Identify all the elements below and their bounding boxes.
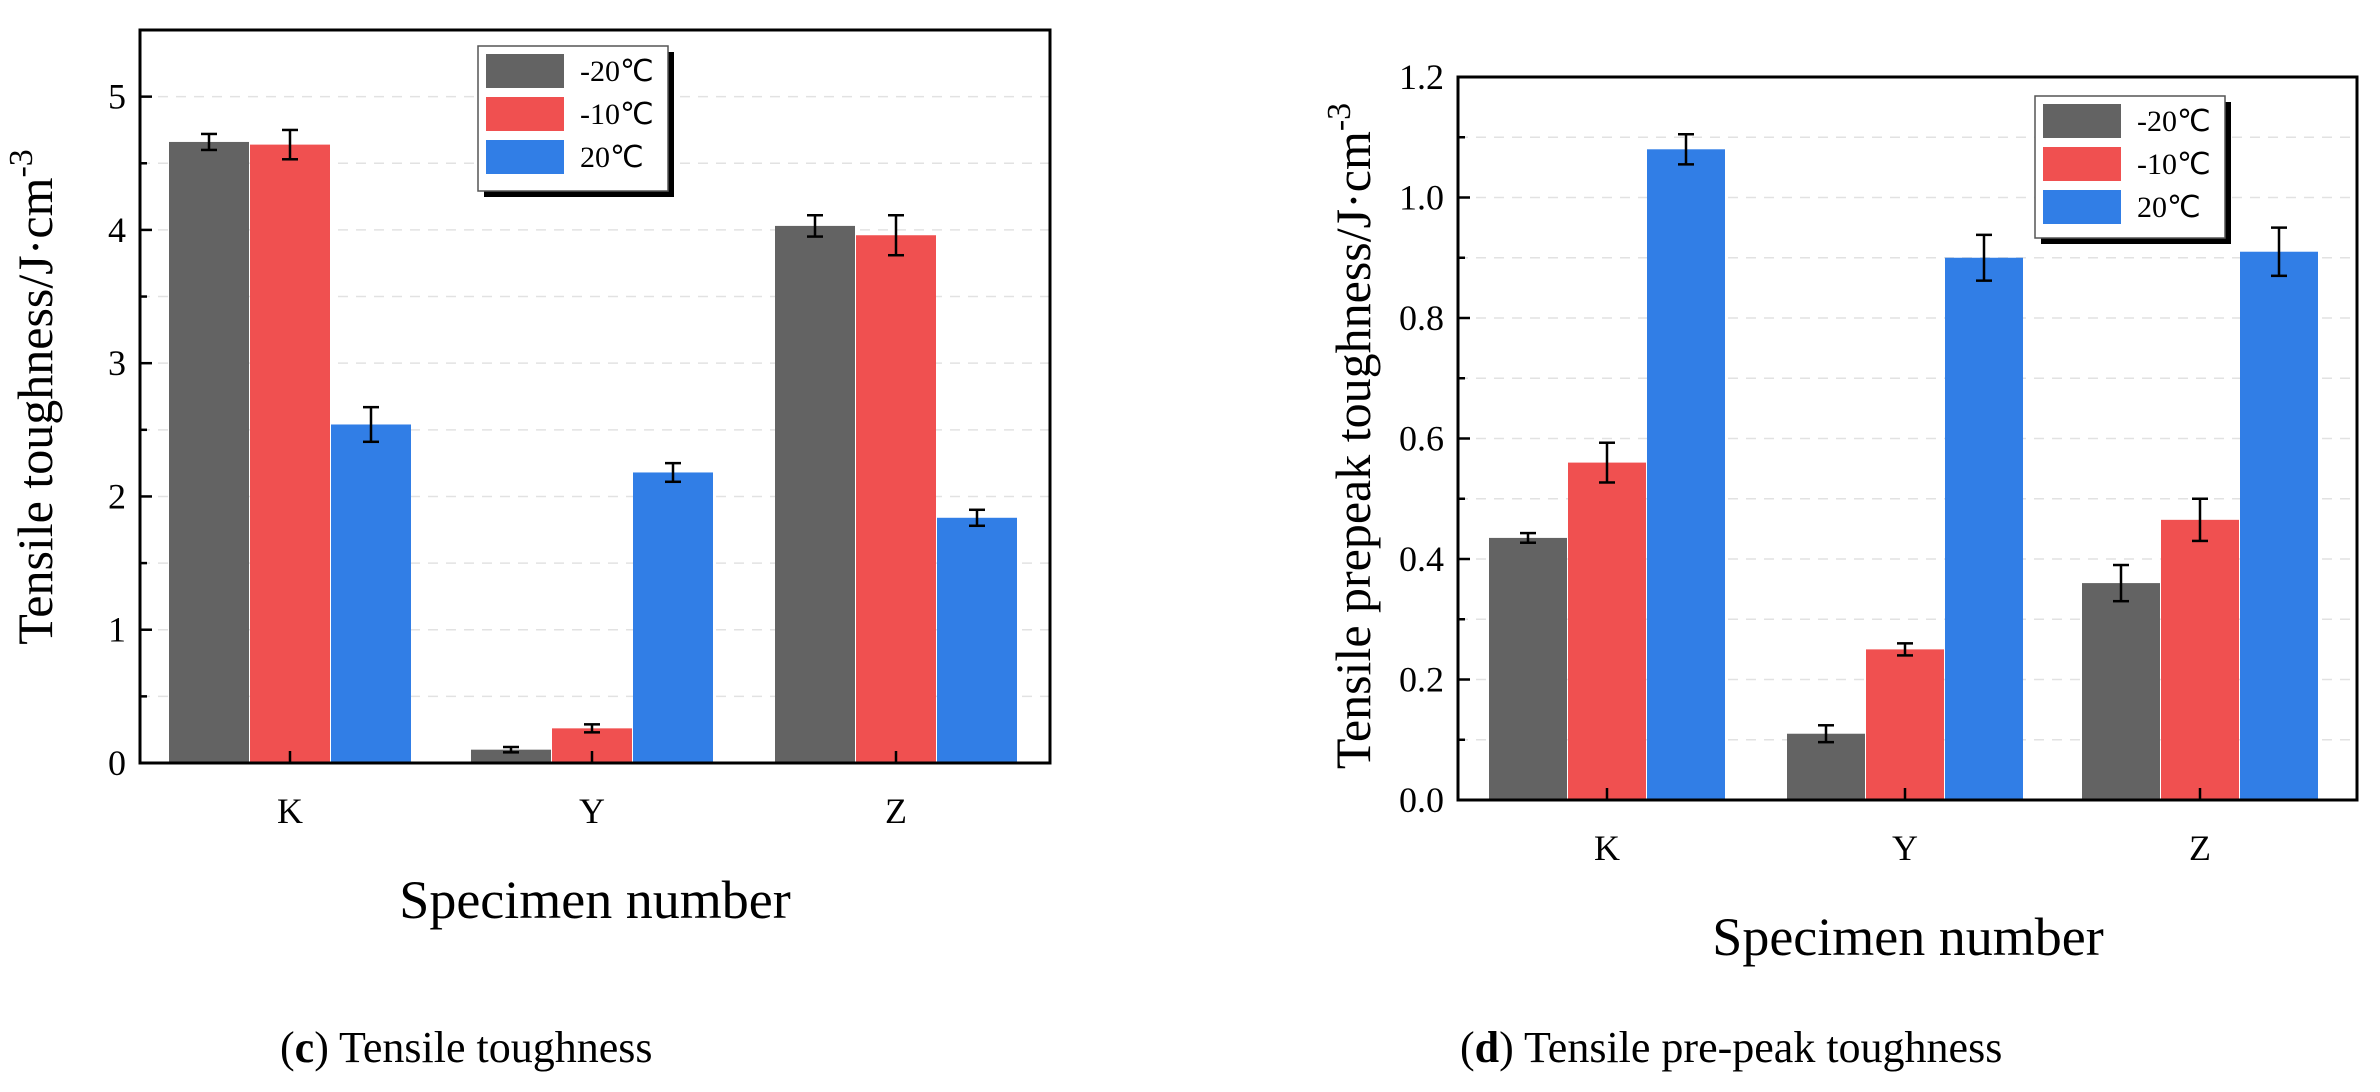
legend-swatch-1: [486, 54, 564, 88]
bar-k-series-1: [1489, 537, 1567, 800]
y-tick-label: 2: [108, 476, 126, 516]
legend-swatch-3: [2043, 190, 2121, 224]
legend-swatch-3: [486, 140, 564, 174]
legend-d: -20℃ -10℃ 20℃: [2034, 95, 2231, 244]
error-bar: [1818, 724, 1834, 744]
bar-k-series-2: [250, 144, 330, 763]
bar-y-series-1: [471, 749, 551, 763]
bar-k-series-3: [1647, 149, 1725, 801]
legend-label-3: 20℃: [2137, 191, 2201, 224]
y-tick-label: 1: [108, 610, 126, 650]
bar-z-series-1: [775, 225, 855, 764]
y-tick-label: 0.6: [1399, 419, 1444, 459]
x-tick-label-k: K: [277, 791, 303, 831]
error-bar: [2271, 226, 2287, 278]
error-bar: [201, 132, 217, 152]
legend-label-1: -20℃: [2137, 105, 2211, 138]
y-tick-label: 0.0: [1399, 780, 1444, 820]
caption-d-letter: d: [1474, 1023, 1500, 1072]
bar-z-series-3: [2240, 251, 2318, 801]
chart-d: 0.0 0.2 0.4 0.6 0.8 1.0 1.2 K Y Z Specimen number T…: [1321, 57, 2359, 967]
error-bar: [584, 723, 600, 734]
x-axis-label: Specimen number: [1712, 907, 2103, 967]
legend-swatch-1: [2043, 104, 2121, 138]
x-axis-label: Specimen number: [399, 870, 790, 930]
bar-k-series-1: [169, 141, 249, 763]
y-tick-label: 4: [108, 210, 126, 250]
bar-k-series-2: [1568, 462, 1646, 800]
chart-c: 0 1 2 3 4 5 K Y Z Specimen number Tensile toughnes…: [3, 28, 1052, 930]
caption-d: (d) Tensile pre-peak toughness: [1460, 1023, 2003, 1072]
y-tick-label: 5: [108, 77, 126, 117]
y-axis-label: Tensile toughness/J·cm-3: [3, 149, 63, 645]
bar-y-series-3: [633, 472, 713, 763]
x-tick-label-y: Y: [579, 791, 605, 831]
x-tick-label-k: K: [1594, 828, 1620, 868]
error-bar: [1897, 642, 1913, 657]
bar-y-series-1: [1787, 733, 1865, 800]
error-bar: [2192, 497, 2208, 543]
x-tick-label-z: Z: [885, 791, 907, 831]
error-bar: [2113, 563, 2129, 603]
legend-swatch-2: [2043, 147, 2121, 181]
legend-label-2: -10℃: [2137, 148, 2211, 181]
x-tick-label-y: Y: [1892, 828, 1918, 868]
error-bar: [1599, 441, 1615, 484]
legend-swatch-2: [486, 97, 564, 131]
y-tick-label: 3: [108, 343, 126, 383]
y-tick-label: 0.8: [1399, 298, 1444, 338]
caption-c-letter: c: [294, 1023, 315, 1072]
bar-y-series-3: [1945, 257, 2023, 800]
legend-c: -20℃ -10℃ 20℃: [477, 45, 674, 197]
error-bar: [969, 508, 985, 528]
caption-c-text: ) Tensile toughness: [314, 1023, 653, 1072]
x-tick-label-z: Z: [2189, 828, 2211, 868]
legend-label-3: 20℃: [580, 141, 644, 174]
caption-c: (c) Tensile toughness: [280, 1023, 653, 1072]
plot-frame: [138, 28, 1052, 765]
y-tick-label: 1.2: [1399, 57, 1444, 97]
bar-k-series-3: [331, 424, 411, 763]
y-tick-label: 0.4: [1399, 539, 1444, 579]
y-tick-label: 1.0: [1399, 178, 1444, 218]
bar-z-series-2: [856, 235, 936, 764]
error-bar: [503, 745, 519, 754]
error-bar: [363, 405, 379, 444]
legend-label-2: -10℃: [580, 98, 654, 131]
legend-label-1: -20℃: [580, 55, 654, 88]
error-bar: [1976, 233, 1992, 282]
plot-frame: [1456, 75, 2359, 802]
error-bar: [282, 128, 298, 161]
error-bar: [1520, 531, 1536, 544]
error-bar: [1678, 132, 1694, 166]
bar-z-series-2: [2161, 519, 2239, 800]
y-tick-label: 0.2: [1399, 660, 1444, 700]
error-bar: [888, 213, 904, 257]
bar-z-series-1: [2082, 583, 2160, 800]
y-tick-label: 0: [108, 743, 126, 783]
bar-y-series-2: [1866, 649, 1944, 800]
error-bar: [807, 213, 823, 238]
error-bar: [665, 461, 681, 484]
y-axis-label: Tensile prepeak toughness/J·cm-3: [1321, 103, 1381, 769]
caption-d-text: ) Tensile pre-peak toughness: [1499, 1023, 2003, 1072]
bar-z-series-3: [937, 517, 1017, 763]
